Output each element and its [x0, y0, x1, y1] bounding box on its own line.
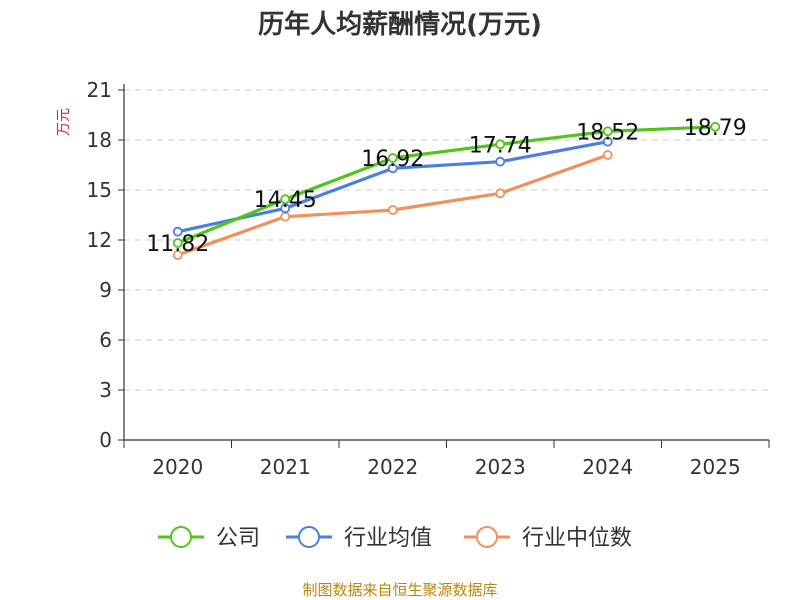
legend-item[interactable]: 行业均值 [286, 526, 432, 551]
x-tick-label: 2024 [582, 455, 633, 479]
grid [124, 89, 769, 391]
legend-label: 公司 [216, 526, 260, 551]
legend-label: 行业均值 [344, 526, 432, 551]
source-footer: 制图数据来自恒生聚源数据库 [302, 581, 497, 599]
legend-marker [170, 526, 192, 548]
data-point[interactable] [495, 139, 506, 150]
data-label: 18.79 [684, 116, 747, 141]
data-point[interactable] [172, 238, 183, 248]
x-tick-label: 2020 [152, 455, 203, 479]
data-point[interactable] [602, 150, 613, 160]
data-point[interactable] [387, 205, 398, 215]
chart-title: 历年人均薪酬情况(万元) [258, 9, 542, 40]
data-point[interactable] [495, 156, 506, 167]
data-labels: 11.82 14.45 16.92 17.74 18.52 18.79 [146, 116, 746, 257]
y-tick-label: 21 [87, 78, 112, 102]
y-tick-label: 18 [87, 128, 112, 152]
series-layer [172, 121, 721, 260]
data-point[interactable] [495, 188, 506, 199]
data-point[interactable] [602, 126, 613, 137]
data-point[interactable] [280, 203, 291, 214]
y-axis-label: 万元 [56, 108, 72, 136]
data-label: 18.52 [576, 120, 639, 145]
data-point[interactable] [280, 211, 291, 222]
legend-item[interactable]: 行业中位数 [464, 526, 632, 551]
data-point[interactable] [172, 250, 183, 260]
y-tick-label: 6 [99, 328, 112, 352]
legend-label: 行业中位数 [522, 526, 632, 551]
data-label: 11.82 [146, 232, 209, 257]
x-tick-label: 2023 [475, 455, 526, 479]
data-label: 16.92 [361, 147, 424, 172]
data-point[interactable] [387, 163, 398, 174]
x-tick-label: 2022 [367, 455, 418, 479]
legend[interactable]: 公司 行业均值 行业中位数 [158, 526, 632, 551]
data-point[interactable] [280, 194, 291, 205]
y-tick-label: 15 [87, 178, 112, 202]
data-point[interactable] [387, 153, 398, 163]
y-tick-label: 9 [99, 278, 112, 302]
legend-item[interactable]: 公司 [158, 526, 260, 551]
legend-marker [298, 526, 320, 548]
y-tick-label: 0 [99, 428, 112, 452]
data-point[interactable] [602, 136, 613, 147]
x-tick-label: 2021 [260, 455, 311, 479]
data-point[interactable] [710, 121, 721, 132]
y-tick-label: 12 [87, 228, 112, 252]
data-label: 17.74 [469, 133, 532, 158]
series-line [177, 125, 716, 245]
data-label: 14.45 [254, 188, 317, 213]
data-point[interactable] [172, 226, 183, 237]
x-tick-label: 2025 [690, 455, 741, 479]
legend-marker [476, 526, 498, 548]
y-tick-label: 3 [99, 378, 112, 402]
axes: 0 3 6 9 12 15 18 21 2020 2021 2022 2023 2024 2025 [87, 78, 770, 479]
